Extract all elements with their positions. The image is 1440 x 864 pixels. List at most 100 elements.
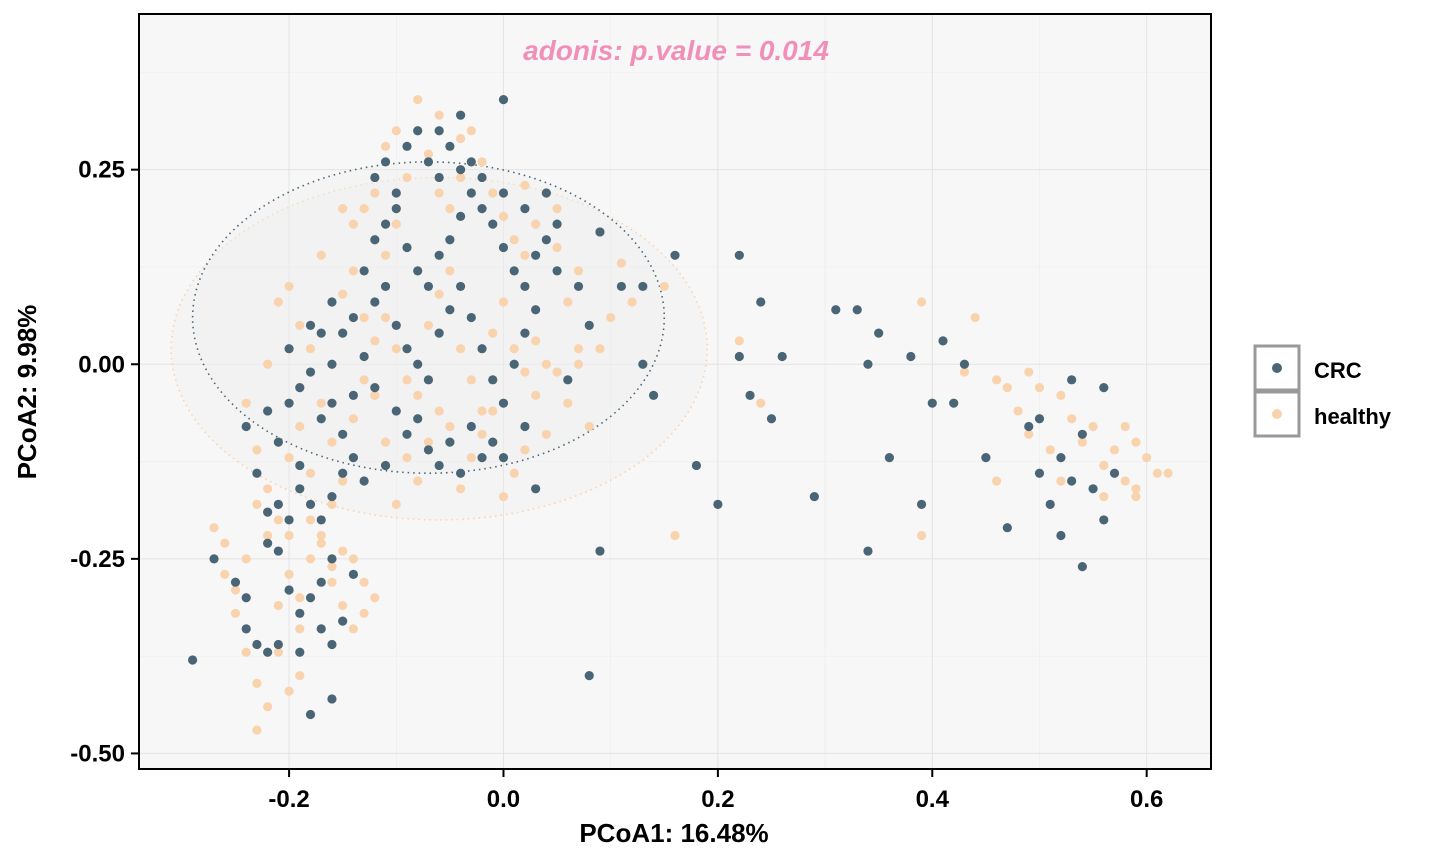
point-healthy [1163,468,1173,478]
point-crc [413,414,423,424]
point-healthy [370,336,380,346]
point-crc [938,336,948,346]
x-axis-title: PCoA1: 16.48% [579,818,768,848]
point-healthy [391,219,401,229]
point-crc [670,250,680,260]
y-tick-label: 0.00 [78,351,125,378]
point-crc [477,344,487,354]
point-healthy [498,491,509,502]
point-crc [252,639,262,650]
plot-panel-border [138,13,1212,770]
point-crc [295,383,305,393]
point-healthy [1034,383,1045,393]
data-points [188,95,1173,735]
point-crc [284,344,294,354]
point-crc [477,203,487,214]
point-healthy [284,281,294,292]
x-tick-label: -0.2 [268,786,309,813]
point-healthy [1024,429,1034,439]
point-crc [520,421,530,432]
point-crc [456,281,466,292]
point-healthy [466,453,476,463]
point-healthy [552,242,562,253]
point-crc [434,172,444,183]
point-crc [434,460,444,471]
point-healthy [659,281,669,292]
point-healthy [380,250,391,260]
point-healthy [1002,383,1012,393]
point-healthy [916,297,927,307]
point-healthy [423,437,434,447]
y-axis-title: PCoA2: 9.98% [12,305,42,480]
point-healthy [241,647,251,657]
point-crc [402,141,412,151]
y-tick-label: -0.25 [70,546,125,573]
point-crc [766,414,777,424]
point-healthy [1056,476,1066,486]
point-healthy [970,312,980,323]
point-crc [413,359,423,369]
point-healthy [284,453,294,463]
point-healthy [252,678,262,688]
point-crc [391,320,401,330]
point-crc [423,375,434,385]
point-crc [1067,375,1077,385]
point-crc [1056,530,1066,541]
point-healthy [338,203,348,214]
point-crc [423,157,434,167]
legend-key-crc [1253,344,1301,392]
point-crc [638,281,648,292]
point-healthy [380,312,391,323]
point-crc [348,390,358,400]
point-crc [305,499,316,509]
point-crc [477,172,487,183]
point-crc [1099,383,1109,393]
point-healthy [531,390,541,400]
point-crc [348,569,358,580]
point-crc [498,95,509,105]
point-healthy [305,344,316,354]
point-healthy [563,297,573,307]
point-crc [305,367,316,377]
point-healthy [295,421,305,432]
point-crc [573,281,584,292]
point-healthy [466,126,476,136]
point-crc [305,320,316,330]
point-crc [252,468,262,478]
point-crc [370,297,380,307]
point-crc [273,499,283,509]
point-crc [391,203,401,214]
point-crc [305,709,316,720]
point-healthy [552,367,562,377]
x-axis: -0.2 0.0 0.2 0.4 0.6 [268,769,1163,813]
point-healthy [1099,491,1109,502]
point-healthy [531,219,541,229]
point-healthy [1013,406,1023,416]
point-crc [863,546,873,556]
point-crc [295,460,305,471]
point-healthy [1045,445,1055,455]
point-crc [434,126,444,136]
point-crc [852,305,862,315]
point-crc [1109,468,1120,478]
point-healthy [477,429,487,439]
point-healthy [241,398,251,408]
ellipse-healthy [170,176,708,521]
point-crc [327,639,337,650]
point-healthy [992,476,1002,486]
point-crc [380,157,391,167]
point-healthy [606,312,616,323]
point-healthy [1131,437,1141,447]
point-crc [1077,429,1087,439]
point-healthy [402,375,412,385]
point-crc [520,328,530,338]
x-tick-label: 0.6 [1130,786,1163,813]
point-healthy [477,157,487,167]
point-healthy [263,359,273,369]
point-healthy [520,367,530,377]
point-crc [874,328,884,338]
point-healthy [295,670,305,681]
point-crc [552,219,562,229]
point-healthy [1152,468,1162,478]
